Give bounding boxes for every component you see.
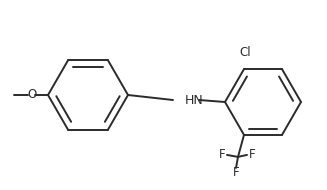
Text: F: F	[233, 166, 239, 179]
Text: Cl: Cl	[239, 46, 251, 59]
Text: F: F	[249, 148, 255, 162]
Text: F: F	[219, 148, 225, 162]
Text: HN: HN	[185, 93, 204, 107]
Text: O: O	[27, 89, 37, 101]
